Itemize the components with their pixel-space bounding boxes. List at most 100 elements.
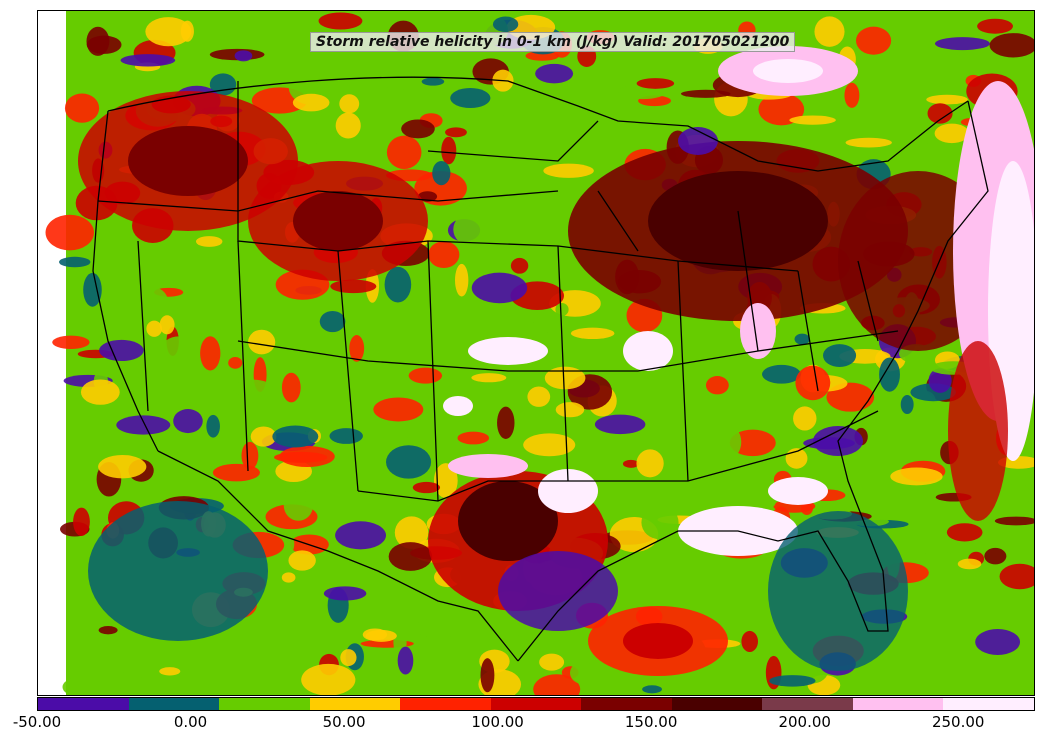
helicity-contour [315,139,328,153]
helicity-contour [753,59,823,83]
helicity-contour [173,409,203,434]
map-title: Storm relative helicity in 0-1 km (J/kg)… [310,32,796,52]
helicity-contour [510,257,529,274]
helicity-contour [250,426,277,447]
colorbar-segment [943,698,1035,710]
helicity-contour [934,37,990,51]
helicity-contour [844,82,860,108]
helicity-contour [823,344,857,368]
helicity-contour [397,646,414,675]
colorbar-segment [219,698,310,710]
helicity-contour [281,372,301,403]
colorbar-tick-label: 50.00 [322,713,366,731]
colorbar-segment [852,698,944,710]
helicity-contour [293,191,383,251]
helicity-contour [927,103,953,124]
helicity-contour [934,123,970,144]
helicity-contour [523,433,576,457]
colorbar-segment [38,698,129,710]
colorbar-tick-label: 0.00 [173,713,208,731]
helicity-contour [488,634,528,651]
helicity-contour [99,339,144,362]
helicity-contour [814,16,845,47]
helicity-contour [735,409,760,423]
helicity-contour [539,653,565,671]
helicity-contour [642,685,663,694]
helicity-contour [926,94,968,105]
colorbar-tick-label: -50.00 [12,713,62,731]
state-lines-f [427,120,879,392]
helicity-contour [145,17,192,47]
helicity-contour [989,33,1034,58]
helicity-contour [98,454,147,479]
colorbar-segment [400,698,491,710]
helicity-contour [538,469,598,513]
us-coastline-west [92,110,159,452]
helicity-contour [555,402,585,418]
helicity-contour [845,137,892,148]
colorbar-tick-label: 250.00 [931,713,985,731]
helicity-contour [365,629,397,642]
colorbar-segment [309,698,401,710]
helicity-contour [789,115,836,125]
helicity-contour [329,428,363,444]
helicity-contour [119,669,143,695]
helicity-contour [735,656,762,675]
helicity-contour [948,341,1008,521]
helicity-contour [497,92,545,121]
helicity-contour [116,415,171,435]
helicity-contour [360,47,381,73]
helicity-contour [623,331,673,371]
helicity-contour [128,126,248,196]
helicity-contour [241,441,259,470]
helicity-contour [636,78,675,89]
helicity-contour [975,629,1021,655]
helicity-contour [901,494,930,516]
helicity-contour [412,481,441,494]
helicity-contour [603,139,625,152]
helicity-contour [793,406,817,431]
colorbar-segment [581,698,672,710]
helicity-contour [681,56,720,86]
helicity-contour [946,523,983,542]
us-mexico-border [157,450,519,662]
colorbar-tick-labels: -50.00 0.00 50.00 100.00 150.00 200.00 250.00 [0,713,1044,737]
helicity-contour [206,414,220,438]
helicity-contour [492,16,519,33]
helicity-contour [73,507,90,537]
helicity-contour [297,331,315,358]
helicity-contour [52,335,90,349]
helicity-contour [512,365,529,395]
helicity-contour [161,336,196,362]
helicity-contour [1003,483,1032,507]
helicity-contour [769,675,816,687]
helicity-contour [443,396,473,416]
helicity-contour [441,136,457,165]
helicity-contour [432,160,451,186]
boundaries [92,76,989,662]
us-coastline-east [517,100,989,662]
helicity-contour [648,171,828,271]
helicity-contour [527,386,551,407]
helicity-contour [394,516,429,549]
helicity-contour [758,93,805,126]
helicity-contour [570,327,615,340]
helicity-contour [339,94,360,114]
helicity-contour [890,467,943,486]
helicity-contour [458,481,558,561]
helicity-contour [88,501,268,641]
colorbar-tick-label: 200.00 [778,713,831,731]
helicity-contour [402,426,430,440]
helicity-contour [317,399,340,435]
helicity-contour [636,449,664,478]
helicity-contour [428,241,460,268]
helicity-contour [248,329,276,355]
helicity-contour [330,279,377,294]
helicity-contour [319,310,346,333]
us-canada-border [107,76,969,172]
helicity-contour [900,394,914,414]
helicity-contour [373,397,424,422]
helicity-contour [384,86,405,97]
helicity-contour [448,454,528,478]
state-lines-b [97,190,559,212]
